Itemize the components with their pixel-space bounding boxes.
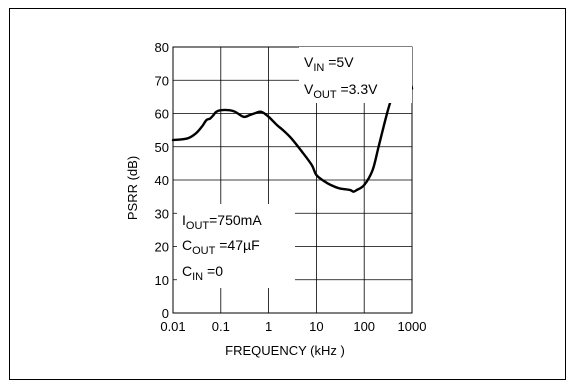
x-tick-label: 1000 [398, 319, 427, 334]
y-tick-label: 0 [162, 306, 169, 321]
annotation-vout: VOUT =3.3V [304, 81, 378, 101]
annotation-iout: IOUT=750mA [182, 212, 262, 232]
y-tick-label: 50 [155, 140, 169, 155]
y-tick-label: 20 [155, 240, 169, 255]
annotation-bg-top [299, 47, 412, 103]
y-tick-label: 80 [155, 40, 169, 55]
x-tick-label: 0.01 [160, 319, 185, 334]
plot-border [172, 46, 413, 314]
annotation-bg-bottom [177, 204, 295, 288]
tick-labels: 0.01 0.1 1 10 100 1000 0 10 20 30 40 50 60 70 80 [155, 40, 427, 334]
x-tick-label: 10 [309, 319, 323, 334]
figure-frame [9, 8, 566, 380]
y-tick-label: 40 [155, 173, 169, 188]
x-tick-label: 0.1 [212, 319, 230, 334]
y-tick-label: 30 [155, 206, 169, 221]
annotation-cout: COUT =47µF [182, 237, 260, 257]
y-axis-label: PSRR (dB) [125, 156, 140, 220]
x-tick-label: 1 [265, 319, 272, 334]
annotation-vin: VIN =5V [304, 54, 354, 74]
annotation-cin: CIN =0 [182, 263, 223, 283]
x-tick-label: 100 [353, 319, 375, 334]
y-tick-label: 60 [155, 107, 169, 122]
y-tick-label: 10 [155, 273, 169, 288]
y-tick-label: 70 [155, 73, 169, 88]
x-axis-label: FREQUENCY (kHz ) [225, 343, 345, 358]
